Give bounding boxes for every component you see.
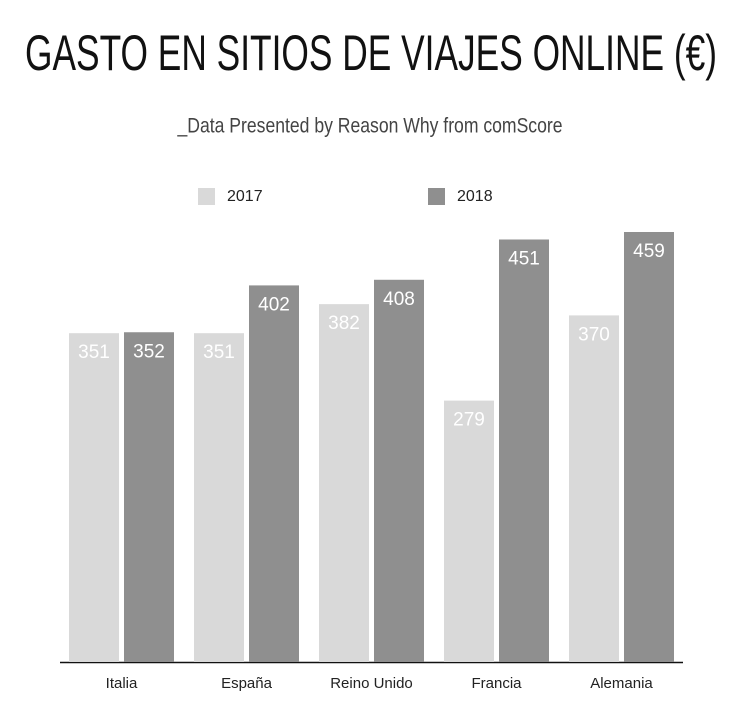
chart-subtitle: _Data Presented by Reason Why from comSc…	[177, 115, 563, 138]
x-tick-label: Reino Unido	[330, 675, 413, 692]
legend-label: 2018	[457, 188, 493, 205]
legend-swatch	[198, 188, 215, 205]
bar	[69, 333, 119, 662]
bar	[569, 315, 619, 662]
value-label: 402	[258, 294, 290, 315]
legend-label: 2017	[227, 188, 263, 205]
bar	[624, 232, 674, 662]
x-tick-label: España	[221, 675, 273, 692]
x-tick-label: Francia	[471, 675, 522, 692]
x-tick-label: Alemania	[590, 675, 653, 692]
value-label: 351	[203, 342, 235, 363]
value-label: 382	[328, 313, 360, 334]
bar	[499, 239, 549, 662]
value-label: 408	[383, 289, 415, 310]
value-label: 279	[453, 410, 485, 431]
bar	[249, 285, 299, 662]
legend-swatch	[428, 188, 445, 205]
value-label: 370	[578, 324, 610, 345]
bar	[319, 304, 369, 662]
x-tick-label: Italia	[106, 675, 138, 692]
chart-title: GASTO EN SITIOS DE VIAJES ONLINE (€)	[25, 25, 717, 81]
bar	[374, 279, 424, 662]
bar	[124, 332, 174, 662]
value-label: 351	[78, 342, 110, 363]
value-label: 352	[133, 341, 165, 362]
bar	[444, 400, 494, 662]
value-label: 451	[508, 249, 540, 270]
value-label: 459	[633, 241, 665, 262]
bar	[194, 333, 244, 662]
